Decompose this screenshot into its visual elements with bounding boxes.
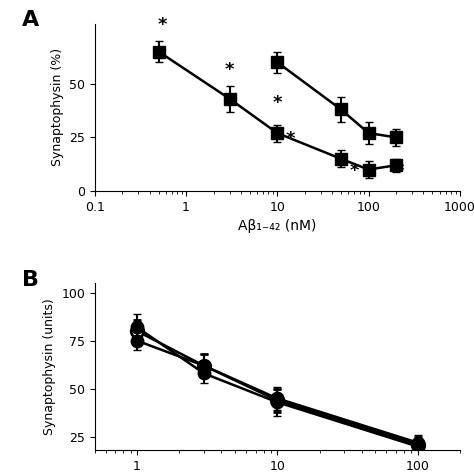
- Text: B: B: [22, 270, 39, 290]
- Text: *: *: [286, 130, 295, 148]
- Text: A: A: [22, 10, 39, 30]
- Y-axis label: Synaptophysin (units): Synaptophysin (units): [43, 298, 55, 435]
- Text: *: *: [157, 17, 167, 35]
- Text: *: *: [225, 62, 234, 80]
- Text: *: *: [395, 162, 404, 180]
- Text: *: *: [273, 94, 282, 112]
- Text: *: *: [350, 162, 359, 180]
- Y-axis label: Synaptophysin (%): Synaptophysin (%): [51, 48, 64, 166]
- X-axis label: Aβ₁₋₄₂ (nM): Aβ₁₋₄₂ (nM): [238, 219, 317, 233]
